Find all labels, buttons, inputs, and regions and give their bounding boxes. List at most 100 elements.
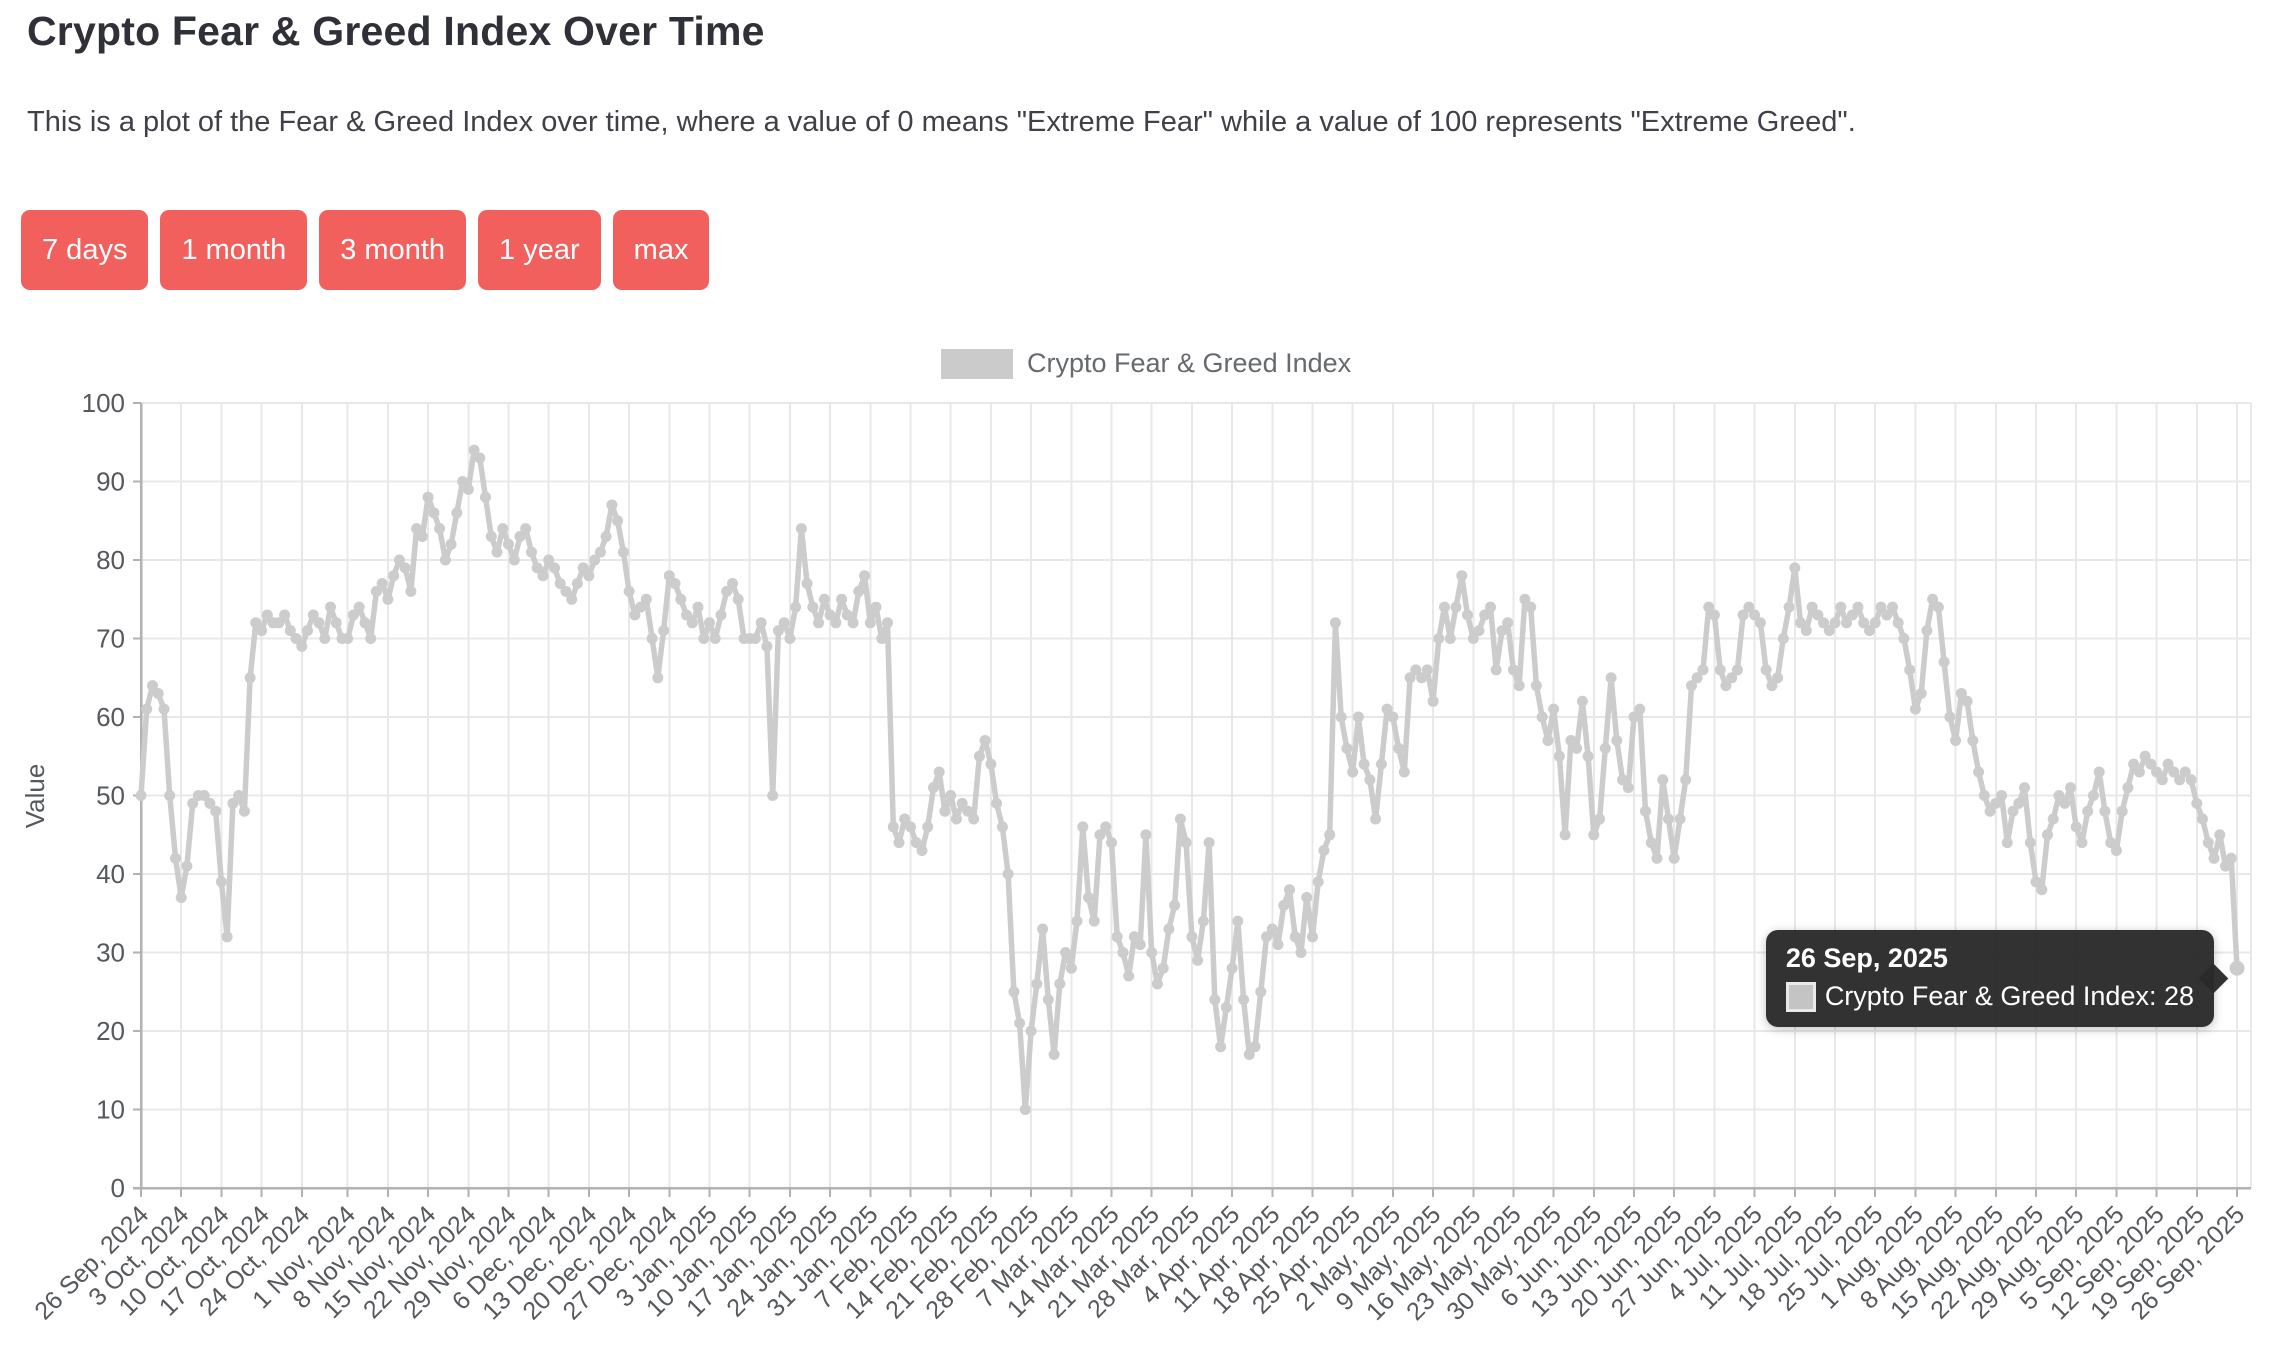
data-point[interactable] <box>899 813 911 825</box>
data-point[interactable] <box>1703 601 1715 613</box>
data-point[interactable] <box>1111 931 1123 943</box>
data-point[interactable] <box>956 797 968 809</box>
data-point[interactable] <box>325 601 336 613</box>
data-point[interactable] <box>1014 1017 1026 1029</box>
data-point[interactable] <box>1289 931 1301 943</box>
data-point[interactable] <box>422 491 434 503</box>
data-point[interactable] <box>2105 837 2117 849</box>
data-point[interactable] <box>1904 664 1916 676</box>
data-point[interactable] <box>1680 774 1692 786</box>
data-point[interactable] <box>388 570 400 582</box>
data-point[interactable] <box>1031 978 1043 990</box>
data-point[interactable] <box>939 805 951 817</box>
data-point[interactable] <box>571 578 583 589</box>
data-point[interactable] <box>462 483 474 495</box>
data-point[interactable] <box>2110 845 2122 856</box>
data-point[interactable] <box>1542 735 1554 746</box>
data-point[interactable] <box>1163 923 1175 935</box>
data-point[interactable] <box>152 688 164 699</box>
data-point[interactable] <box>1938 656 1950 668</box>
data-point[interactable] <box>170 852 181 864</box>
data-point[interactable] <box>1393 742 1405 754</box>
data-point[interactable] <box>2191 797 2203 809</box>
data-point[interactable] <box>1433 633 1445 644</box>
data-point[interactable] <box>2076 837 2088 849</box>
data-point[interactable] <box>1123 970 1135 982</box>
data-point[interactable] <box>1553 750 1565 762</box>
data-point[interactable] <box>1238 994 1250 1006</box>
data-point[interactable] <box>204 797 216 809</box>
data-point[interactable] <box>721 585 733 597</box>
data-point[interactable] <box>1726 672 1738 684</box>
data-point[interactable] <box>1909 703 1921 715</box>
data-point[interactable] <box>1387 711 1399 723</box>
data-point[interactable] <box>2122 782 2134 794</box>
data-point[interactable] <box>1772 672 1784 684</box>
data-point[interactable] <box>1232 915 1244 927</box>
data-point[interactable] <box>1898 633 1910 644</box>
data-point[interactable] <box>853 585 865 597</box>
data-point[interactable] <box>2065 782 2076 794</box>
data-point[interactable] <box>233 790 245 801</box>
data-point[interactable] <box>1174 813 1186 825</box>
data-point[interactable] <box>491 546 503 558</box>
data-point[interactable] <box>1128 931 1140 943</box>
data-point[interactable] <box>1961 695 1973 707</box>
data-point[interactable] <box>1140 829 1152 841</box>
data-point[interactable] <box>221 931 233 943</box>
data-point[interactable] <box>1921 625 1933 637</box>
data-point[interactable] <box>1668 852 1680 864</box>
data-point[interactable] <box>1364 774 1376 786</box>
data-point[interactable] <box>1829 617 1841 629</box>
data-point[interactable] <box>1841 617 1852 629</box>
data-point[interactable] <box>1513 680 1525 692</box>
data-point[interactable] <box>1375 758 1387 770</box>
data-point[interactable] <box>1823 625 1835 637</box>
data-point[interactable] <box>1754 617 1766 629</box>
data-point[interactable] <box>1002 868 1014 880</box>
data-point[interactable] <box>772 625 784 637</box>
data-point[interactable] <box>1691 672 1703 684</box>
data-point[interactable] <box>2099 805 2111 817</box>
data-point[interactable] <box>2133 766 2145 778</box>
data-point[interactable] <box>1588 829 1600 841</box>
data-point[interactable] <box>330 617 342 629</box>
data-point[interactable] <box>1789 562 1801 574</box>
data-point[interactable] <box>227 797 239 809</box>
data-point[interactable] <box>1743 601 1755 613</box>
data-point[interactable] <box>2093 766 2105 778</box>
data-point[interactable] <box>1697 664 1709 676</box>
data-point[interactable] <box>1686 680 1697 692</box>
data-point[interactable] <box>1215 1041 1227 1053</box>
data-point[interactable] <box>1875 601 1887 613</box>
data-point[interactable] <box>1278 899 1290 911</box>
data-point[interactable] <box>1800 625 1812 637</box>
data-point[interactable] <box>1628 711 1640 723</box>
data-point[interactable] <box>290 633 302 644</box>
data-point[interactable] <box>244 672 256 684</box>
data-point[interactable] <box>1295 947 1307 958</box>
data-point[interactable] <box>1209 994 1221 1006</box>
data-point[interactable] <box>1266 923 1278 935</box>
data-point[interactable] <box>1341 742 1353 754</box>
data-point[interactable] <box>1996 790 2008 801</box>
data-point[interactable] <box>164 790 176 801</box>
data-point[interactable] <box>531 562 543 574</box>
data-point[interactable] <box>457 476 469 487</box>
data-point[interactable] <box>508 554 520 566</box>
data-point[interactable] <box>1077 821 1089 833</box>
data-point[interactable] <box>2220 860 2231 872</box>
data-point[interactable] <box>824 609 836 621</box>
data-point[interactable] <box>1318 845 1330 856</box>
range-button-7-days[interactable]: 7 days <box>21 210 149 290</box>
data-point[interactable] <box>256 625 268 637</box>
data-point[interactable] <box>1950 735 1962 746</box>
data-point[interactable] <box>1536 711 1548 723</box>
data-point[interactable] <box>709 633 721 644</box>
data-point[interactable] <box>675 593 687 605</box>
data-point[interactable] <box>1180 837 1192 849</box>
data-point[interactable] <box>503 538 514 550</box>
data-point[interactable] <box>302 625 313 637</box>
data-point[interactable] <box>549 562 560 574</box>
data-point[interactable] <box>847 617 859 629</box>
